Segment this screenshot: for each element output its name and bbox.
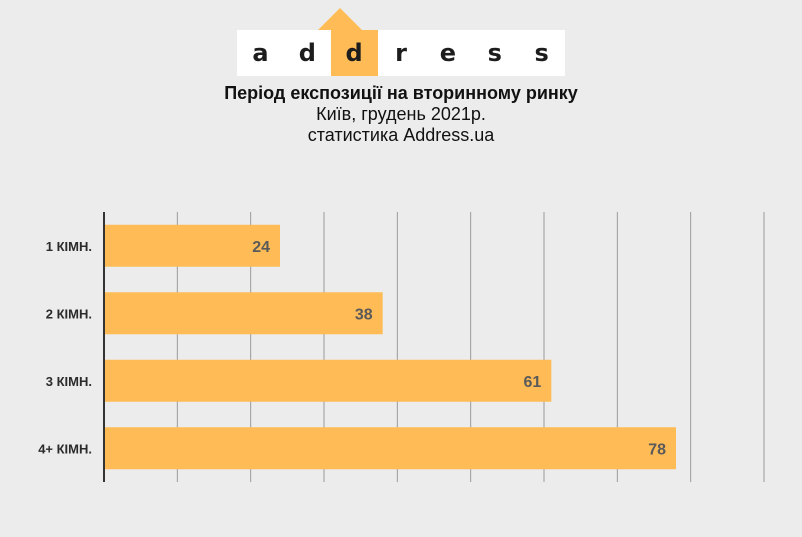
value-label: 78 [648,441,666,458]
bar [104,359,552,402]
logo-letter: d [283,30,331,76]
bar [104,427,676,470]
value-label: 38 [355,306,373,323]
logo-letter: r [377,30,425,76]
bar [104,224,280,267]
logo-arrow-icon [318,8,362,30]
logo-letter: s [518,30,566,76]
logo-letter: s [471,30,519,76]
value-label: 24 [252,239,270,256]
value-label: 61 [524,374,542,391]
bar [104,292,383,335]
logo-letter: e [424,30,472,76]
category-label: 4+ КІМН. [38,441,92,456]
logo-letter: a [237,30,284,76]
chart-subtitle-source: статистика Address.ua [307,125,495,145]
category-label: 3 КІМН. [46,374,92,389]
category-label: 2 КІМН. [46,306,92,321]
chart-title: Період експозиції на вторинному ринку [224,83,578,103]
chart-subtitle-location: Київ, грудень 2021р. [316,104,486,124]
logo-letter: d [330,30,378,76]
chart-header: Період експозиції на вторинному ринку Ки… [0,82,802,146]
category-label: 1 КІМН. [46,239,92,254]
